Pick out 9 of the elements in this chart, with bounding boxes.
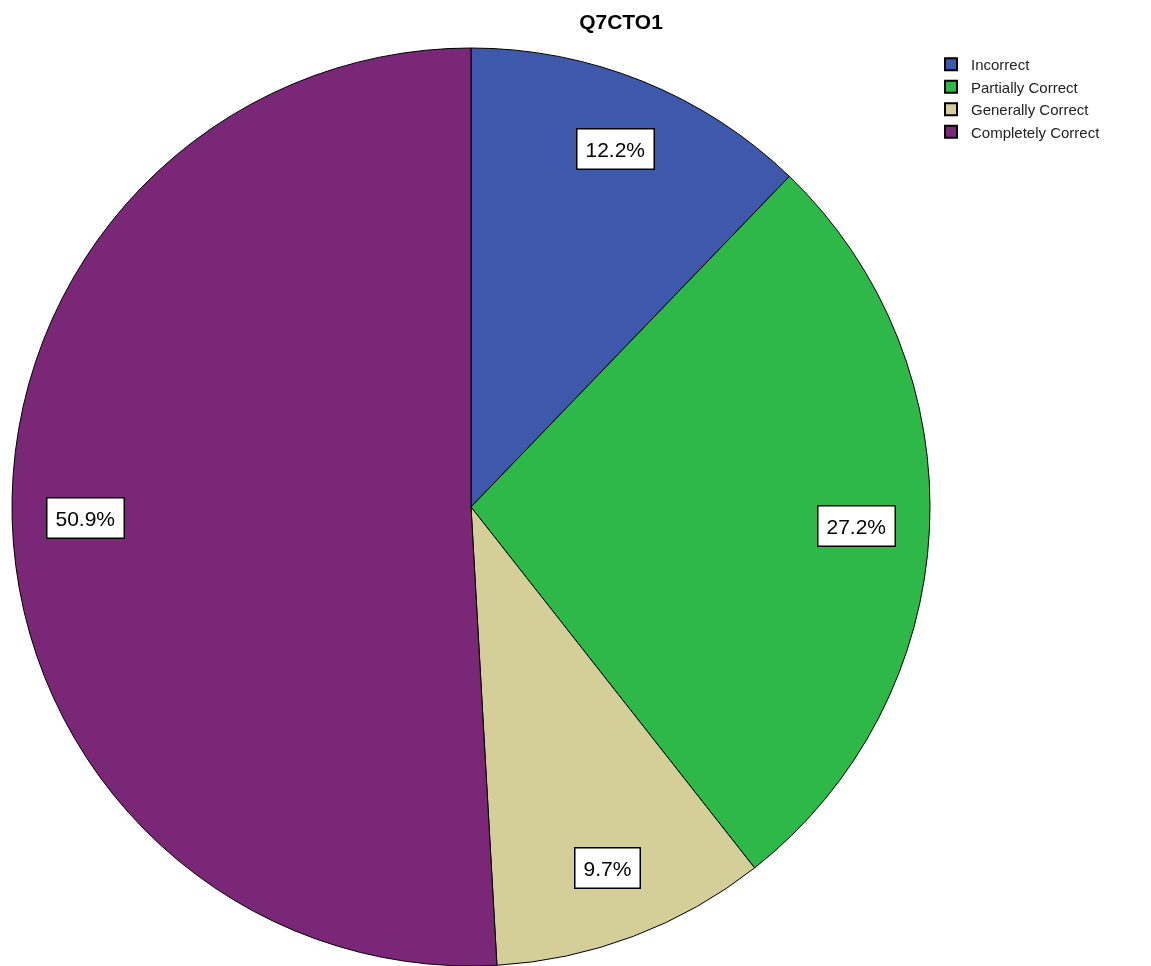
- chart-title: Q7CTO1: [579, 10, 664, 34]
- data-label: 50.9%: [55, 506, 116, 530]
- legend-label: Completely Correct: [971, 123, 1101, 141]
- data-label: 9.7%: [583, 856, 632, 880]
- data-label: 27.2%: [826, 514, 887, 538]
- legend-label: Partially Correct: [971, 78, 1079, 96]
- data-label: 12.2%: [585, 137, 646, 161]
- legend-label: Incorrect: [971, 56, 1031, 74]
- legend-label: Generally Correct: [971, 101, 1090, 119]
